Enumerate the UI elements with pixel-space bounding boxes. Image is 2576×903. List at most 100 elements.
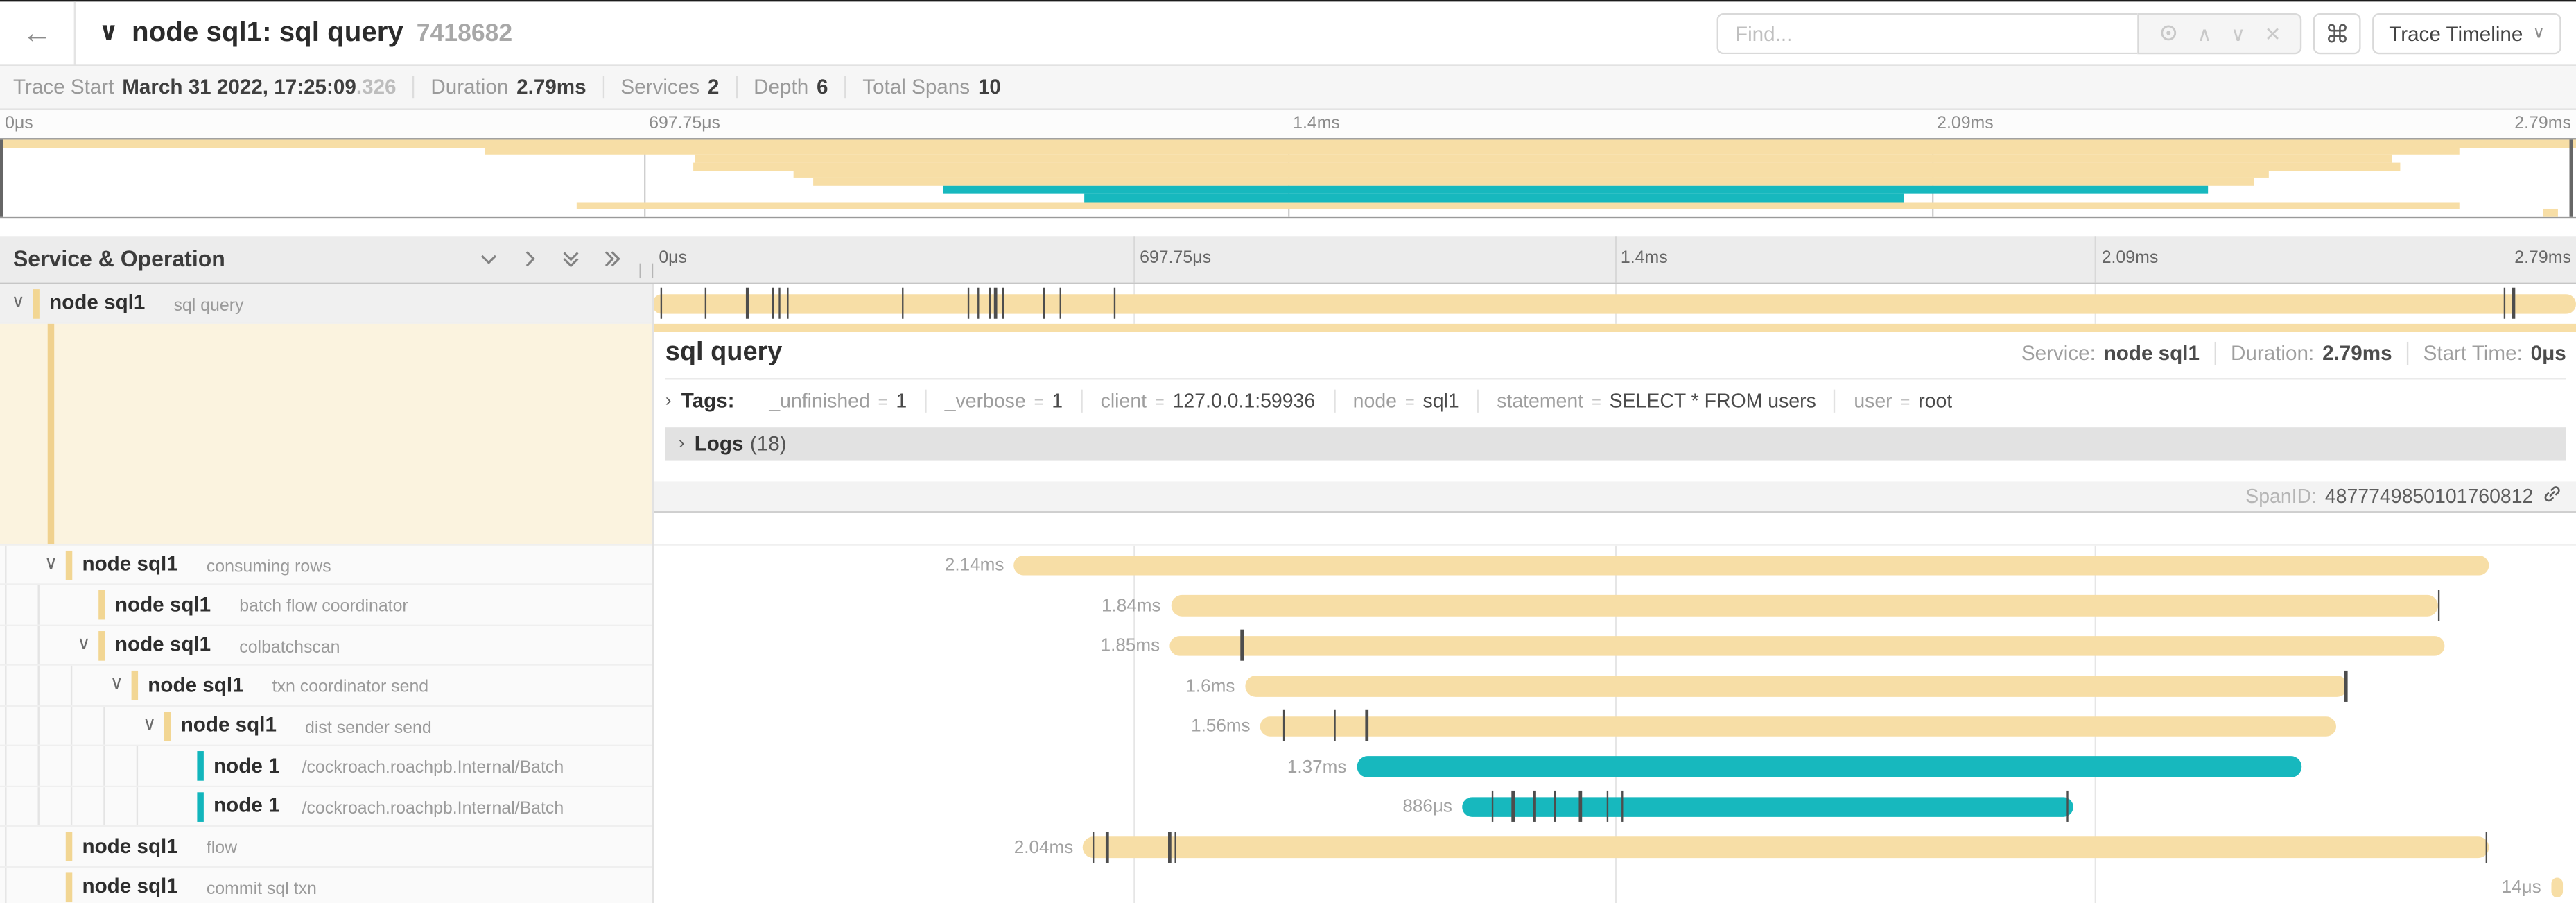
span-bar-row[interactable]: 1.6ms — [652, 666, 2576, 706]
meta-value: 10 — [977, 76, 1001, 99]
indent-guide — [103, 746, 105, 785]
span-bar-row[interactable]: 1.56ms — [652, 706, 2576, 746]
find-input[interactable]: Find... — [1716, 12, 2138, 55]
tag-key: user — [1854, 389, 1892, 413]
logs-count: (18) — [749, 432, 787, 456]
minimap-span-bar — [814, 178, 2254, 187]
meta-label: Services — [620, 76, 700, 99]
span-tree-item[interactable]: ∨ node sql1 sql query — [0, 283, 652, 324]
span-bar-row[interactable]: 2.14ms — [652, 545, 2576, 585]
trace-meta-item: Trace Start March 31 2022, 17:25:09.326 — [13, 76, 415, 99]
logs-section[interactable]: › Logs (18) — [665, 427, 2566, 461]
tag-key: statement — [1497, 389, 1584, 413]
span-bar-row[interactable]: 1.84ms — [652, 585, 2576, 626]
span-tree-item[interactable]: node sql1 batch flow coordinator — [0, 585, 652, 626]
chevron-down-icon[interactable]: ∨ — [110, 673, 123, 694]
minimap-scrubber-handle[interactable] — [2569, 139, 2573, 217]
minimap-span-bar — [0, 139, 2576, 148]
span-tree-item[interactable]: node sql1 commit sql txn — [0, 867, 652, 903]
span-tree-item[interactable]: node sql1 flow — [0, 827, 652, 868]
span-log-marker — [2512, 287, 2515, 319]
chevron-down-icon[interactable]: ∨ — [44, 553, 58, 573]
tag-value: sql1 — [1422, 389, 1459, 413]
minimap-span-bar — [943, 186, 2208, 194]
timeline-tick-label: 2.79ms — [2514, 113, 2571, 133]
span-duration-bar[interactable] — [652, 293, 2576, 314]
indent-guide — [5, 867, 7, 903]
indent-guide — [5, 827, 7, 866]
span-duration-bar[interactable] — [1356, 756, 2301, 777]
locate-icon[interactable] — [2159, 22, 2178, 45]
service-name: node sql1 — [82, 834, 178, 857]
expand-all-icon[interactable] — [601, 248, 623, 270]
span-tree-item[interactable]: node 1/cockroach.roachpb.Internal/Batch — [0, 746, 652, 786]
chevron-down-icon[interactable]: ∨ — [143, 714, 157, 734]
tag-value: SELECT * FROM users — [1609, 389, 1816, 413]
span-duration-bar[interactable] — [1169, 635, 2446, 656]
span-tree-item[interactable]: ∨ node sql1 colbatchscan — [0, 625, 652, 666]
span-duration-bar[interactable] — [1462, 796, 2074, 817]
service-operation-title: Service & Operation — [12, 246, 225, 272]
tags-section[interactable]: › Tags: _unfinished = 1 _verbose = 1 client = 12… — [665, 389, 1970, 413]
service-color-bar — [98, 590, 105, 620]
span-log-marker — [1283, 710, 1285, 741]
span-bar-row[interactable]: 1.85ms — [652, 626, 2576, 666]
span-bar-row[interactable]: 1.37ms — [652, 746, 2576, 786]
meta-value: March 31 2022, 17:25:09 — [122, 76, 356, 99]
trace-title-wrap[interactable]: ∨ node sql1: sql query 7418682 — [98, 17, 512, 49]
collapse-one-icon[interactable] — [478, 248, 500, 270]
span-tree-item[interactable]: node 1/cockroach.roachpb.Internal/Batch — [0, 786, 652, 827]
indent-guide — [70, 705, 73, 745]
indent-guide — [5, 746, 7, 785]
span-bar-row[interactable] — [652, 284, 2576, 324]
span-bar-row[interactable]: 2.04ms — [652, 827, 2576, 867]
link-icon[interactable] — [2541, 483, 2563, 510]
span-duration-label: 2.14ms — [944, 556, 1004, 576]
span-duration-bar[interactable] — [1013, 554, 2490, 576]
prev-result-icon[interactable]: ∧ — [2197, 22, 2212, 46]
span-log-marker — [902, 287, 905, 319]
column-resizer-handle[interactable]: ❘❘ — [634, 260, 659, 277]
service-name: node sql1 — [180, 713, 277, 737]
span-bar-row[interactable]: 14μs — [652, 867, 2576, 903]
span-tree-item[interactable]: ∨ node sql1 txn coordinator send — [0, 665, 652, 706]
next-result-icon[interactable]: ∨ — [2231, 22, 2245, 46]
minimap-span-row — [0, 139, 2576, 148]
span-log-marker — [967, 287, 970, 319]
chevron-down-icon[interactable]: ∨ — [77, 633, 91, 654]
indent-guide — [37, 705, 40, 745]
keyboard-shortcuts-button[interactable]: ⌘ — [2313, 12, 2361, 55]
span-log-marker — [1533, 790, 1535, 822]
span-duration-bar[interactable] — [1244, 676, 2347, 696]
span-tree-item[interactable]: ∨ node sql1 consuming rows — [0, 544, 652, 585]
clear-search-icon[interactable]: ✕ — [2264, 22, 2281, 46]
span-duration-label: 1.56ms — [1191, 716, 1251, 737]
chevron-down-icon[interactable]: ∨ — [98, 18, 119, 46]
span-row: ∨ node sql1 dist sender send 1.56ms — [0, 705, 2576, 746]
span-tree-item[interactable]: ∨ node sql1 dist sender send — [0, 705, 652, 746]
span-bar-row[interactable]: 886μs — [652, 786, 2576, 827]
chevron-down-icon[interactable]: ∨ — [11, 291, 25, 312]
trace-minimap[interactable] — [0, 138, 2576, 219]
span-log-marker — [1333, 710, 1336, 741]
span-duration-bar[interactable] — [1170, 594, 2439, 616]
span-duration-bar[interactable] — [1260, 716, 2336, 737]
span-duration-bar[interactable] — [1083, 836, 2490, 857]
minimap-scrubber-handle[interactable] — [0, 139, 3, 217]
tree-timeline-divider[interactable] — [652, 283, 654, 903]
trace-meta-item: Services 2 — [604, 76, 738, 99]
trace-meta-item: Total Spans 10 — [846, 76, 1018, 98]
span-duration-label: 1.37ms — [1287, 757, 1347, 777]
back-arrow-icon: ← — [21, 15, 52, 49]
tag-item: _unfinished = 1 — [751, 389, 927, 413]
trace-view-dropdown[interactable]: Trace Timeline ∨ — [2372, 12, 2561, 55]
collapse-all-icon[interactable] — [560, 248, 582, 270]
gridline — [644, 139, 646, 217]
expand-one-icon[interactable] — [519, 248, 541, 270]
span-duration-bar[interactable] — [2550, 877, 2563, 897]
tag-item: statement = SELECT * FROM users — [1479, 389, 1836, 413]
service-color-bar — [131, 670, 139, 700]
minimap-span-row — [0, 178, 2576, 187]
back-button[interactable]: ← — [0, 1, 76, 64]
indent-guide — [136, 746, 139, 785]
